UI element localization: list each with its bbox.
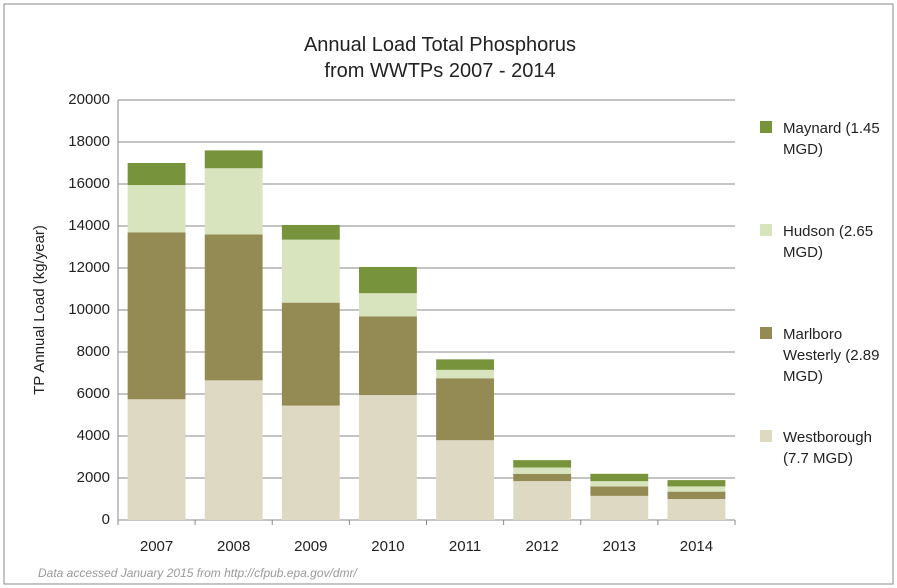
bar-segment <box>667 480 726 487</box>
y-tick-label: 12000 <box>68 259 110 276</box>
bar-segment <box>359 293 417 317</box>
x-tick-label: 2012 <box>526 538 559 555</box>
legend-swatch <box>760 121 772 133</box>
x-tick-label: 2009 <box>294 538 327 555</box>
y-tick-label: 18000 <box>68 133 110 150</box>
y-tick-label: 14000 <box>68 217 110 234</box>
y-tick-label: 2000 <box>77 469 110 486</box>
bar-segment <box>590 481 649 487</box>
bar-segment <box>436 378 494 441</box>
legend-label: Hudson (2.65 MGD) <box>783 223 874 261</box>
bar-segment <box>436 440 494 520</box>
bar-segment <box>590 486 649 496</box>
bar-segment <box>281 405 340 520</box>
bar-segment <box>436 359 494 370</box>
bar-segment <box>127 399 186 520</box>
legend-label: Maynard (1.45 MGD) <box>783 120 880 158</box>
legend-label: Marlboro Westerly (2.89 MGD) <box>783 326 880 385</box>
x-tick-label: 2013 <box>603 538 636 555</box>
bar-segment <box>204 168 263 235</box>
bar-segment <box>667 499 726 520</box>
legend-swatch <box>760 430 772 442</box>
bar-segment <box>281 224 340 240</box>
bar-segment <box>127 163 186 186</box>
bar-segment <box>513 473 572 482</box>
bar-segment <box>359 395 417 520</box>
legend-swatch <box>760 327 772 339</box>
y-tick-label: 6000 <box>77 385 110 402</box>
bar-segment <box>359 316 417 396</box>
y-tick-label: 4000 <box>77 427 110 444</box>
bar-segment <box>667 486 726 492</box>
bar-segment <box>204 380 263 520</box>
legend-label: Westborough (7.7 MGD) <box>783 429 872 467</box>
chart-title: Annual Load Total Phosphorus from WWTPs … <box>303 34 577 82</box>
source-note: Data accessed January 2015 from http://c… <box>38 566 357 580</box>
y-tick-label: 16000 <box>68 175 110 192</box>
bar-segment <box>590 473 649 482</box>
bar-segment <box>436 369 494 379</box>
bar-segment <box>204 150 263 169</box>
bar-segment <box>667 491 726 499</box>
bar-segment <box>513 460 572 468</box>
y-tick-label: 8000 <box>77 343 110 360</box>
y-tick-label: 20000 <box>68 91 110 108</box>
frame <box>3 3 894 585</box>
legend-swatch <box>760 224 772 236</box>
bar-segment <box>281 239 340 303</box>
bar-segment <box>127 232 186 400</box>
x-tick-label: 2010 <box>371 538 404 555</box>
bar-segment <box>204 234 263 381</box>
bar-segment <box>590 495 649 520</box>
bar-segment <box>281 302 340 406</box>
x-tick-label: 2008 <box>217 538 250 555</box>
bar-segment <box>513 481 572 520</box>
y-axis-label: TP Annual Load (kg/year) <box>31 225 48 395</box>
bar-segment <box>513 467 572 474</box>
y-tick-label: 0 <box>102 511 110 528</box>
x-tick-label: 2014 <box>680 538 713 555</box>
x-tick-label: 2011 <box>449 538 481 555</box>
bar-segment <box>127 185 186 233</box>
bar-segment <box>359 266 417 294</box>
y-tick-label: 10000 <box>68 301 110 318</box>
x-tick-label: 2007 <box>140 538 173 555</box>
